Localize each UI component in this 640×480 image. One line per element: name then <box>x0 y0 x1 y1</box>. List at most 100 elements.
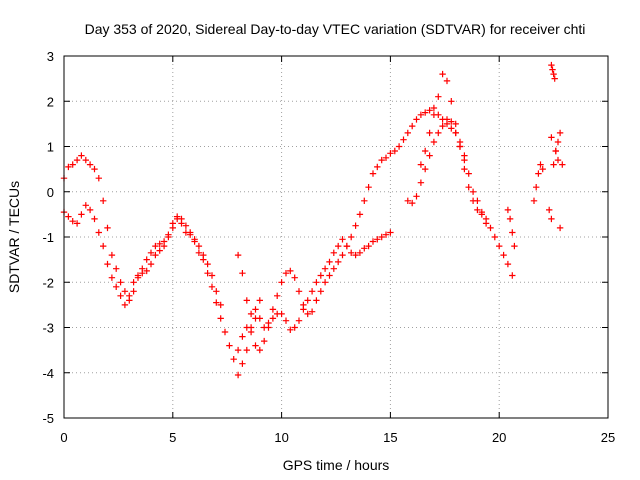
data-point <box>465 170 472 177</box>
data-point <box>369 170 377 177</box>
data-point <box>469 197 477 204</box>
data-point <box>546 206 553 214</box>
data-point <box>387 150 394 157</box>
data-point <box>474 206 481 214</box>
data-point <box>234 346 242 354</box>
data-point <box>217 315 224 322</box>
y-tick-label: 3 <box>47 49 54 64</box>
data-point <box>435 129 442 137</box>
data-point <box>374 236 381 243</box>
data-point <box>234 251 242 259</box>
data-point <box>496 242 503 250</box>
data-point <box>530 197 538 204</box>
data-point <box>104 224 111 232</box>
y-tick-label: 2 <box>47 94 54 109</box>
data-point <box>182 222 190 229</box>
data-point <box>160 238 168 245</box>
chart-title: Day 353 of 2020, Sidereal Day-to-day VTE… <box>85 21 586 37</box>
data-point <box>537 161 544 168</box>
data-point <box>352 251 359 259</box>
data-point <box>348 249 355 256</box>
data-point <box>134 272 142 279</box>
data-point <box>113 283 120 290</box>
data-point <box>256 315 263 322</box>
data-point <box>139 270 146 277</box>
data-point <box>73 156 81 164</box>
y-tick-label: 1 <box>47 140 54 155</box>
data-point <box>461 152 468 159</box>
data-point <box>439 70 446 78</box>
data-point <box>82 156 89 164</box>
data-point <box>365 184 372 191</box>
data-point <box>121 288 129 295</box>
data-point <box>291 324 298 331</box>
data-point <box>195 249 203 256</box>
data-point <box>430 104 438 112</box>
data-point <box>65 213 72 220</box>
x-tick-label: 15 <box>383 430 397 445</box>
data-point <box>535 170 542 177</box>
data-point <box>504 260 512 268</box>
series-track-a <box>60 152 263 379</box>
y-axis-label: SDTVAR / TECUs <box>6 181 22 293</box>
y-tick-label: -5 <box>42 411 54 426</box>
data-point <box>78 211 85 218</box>
data-point <box>287 267 294 275</box>
data-point <box>456 138 464 146</box>
data-point <box>265 324 272 331</box>
data-point <box>404 129 411 137</box>
series-track-c <box>234 104 490 354</box>
data-point <box>269 315 277 322</box>
data-point <box>361 245 368 252</box>
data-point <box>426 129 433 137</box>
data-point <box>549 66 556 73</box>
data-point <box>239 333 246 340</box>
x-tick-label: 20 <box>492 430 506 445</box>
data-point <box>252 306 259 313</box>
data-point <box>178 215 185 223</box>
y-tick-label: 0 <box>47 185 54 200</box>
data-point <box>435 93 442 100</box>
data-point <box>378 156 385 164</box>
series-track-h <box>548 61 566 168</box>
y-tick-label: -4 <box>42 366 54 381</box>
data-point <box>152 242 159 250</box>
data-point <box>200 251 207 259</box>
data-point <box>413 116 420 123</box>
data-point <box>169 220 176 227</box>
data-point <box>330 265 337 272</box>
data-point <box>308 288 316 295</box>
axis-ticks: 0 5 10 15 20 25 -5 -4 -3 -2 -1 0 1 2 3 <box>42 49 615 445</box>
data-point <box>278 279 285 286</box>
data-point <box>213 288 220 295</box>
data-point <box>465 184 472 191</box>
data-point <box>256 297 263 304</box>
data-point <box>352 222 359 229</box>
data-point <box>469 188 477 195</box>
data-point <box>500 251 507 259</box>
x-tick-label: 5 <box>169 430 176 445</box>
x-tick-label: 10 <box>274 430 288 445</box>
plot-frame <box>63 55 609 419</box>
data-point <box>448 125 455 132</box>
data-point <box>387 229 394 236</box>
data-point <box>478 211 485 218</box>
data-point <box>551 75 558 82</box>
data-point <box>443 116 451 123</box>
data-point <box>308 308 316 315</box>
data-point <box>100 242 107 250</box>
data-point <box>69 218 76 225</box>
data-point <box>143 256 150 263</box>
data-point <box>208 272 216 279</box>
data-point <box>448 98 455 105</box>
data-point <box>143 267 150 275</box>
data-point <box>335 242 342 250</box>
x-tick-label: 25 <box>601 430 615 445</box>
data-point <box>86 161 94 168</box>
data-point <box>100 197 107 204</box>
data-point <box>506 215 514 223</box>
data-point <box>409 199 416 207</box>
data-point <box>65 163 72 171</box>
x-axis-label: GPS time / hours <box>283 457 390 473</box>
data-point <box>554 138 562 146</box>
